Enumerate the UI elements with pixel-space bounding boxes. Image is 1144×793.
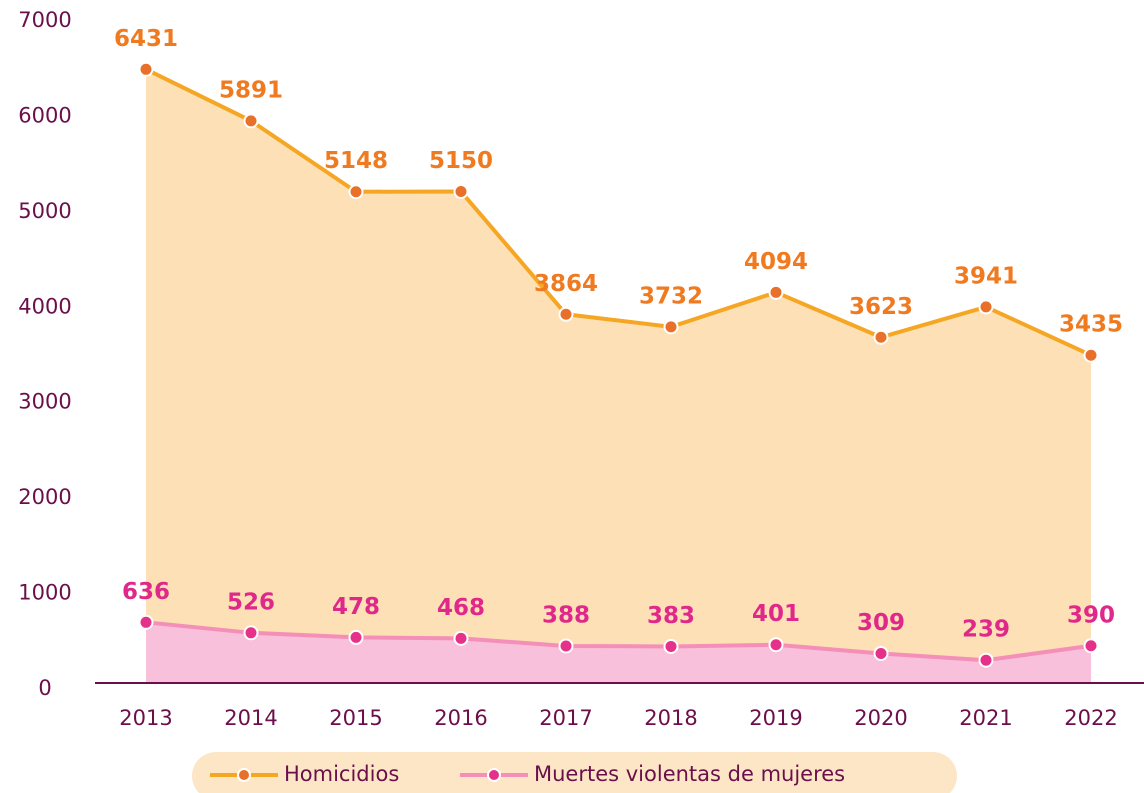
value-label: 401	[752, 601, 800, 627]
value-label: 383	[647, 603, 695, 629]
point	[348, 184, 364, 200]
point	[1083, 638, 1099, 654]
value-label: 388	[542, 602, 590, 628]
x-tick-label: 2017	[539, 706, 592, 730]
value-label: 468	[437, 595, 485, 621]
value-label: 3732	[639, 283, 703, 309]
y-tick-label: 0	[38, 676, 51, 700]
point	[243, 113, 259, 129]
value-label: 3941	[954, 263, 1018, 289]
x-tick-label: 2022	[1064, 706, 1117, 730]
value-label: 526	[227, 589, 275, 615]
y-tick-label: 4000	[18, 294, 71, 318]
y-tick-label: 5000	[18, 199, 71, 223]
legend-label: Homicidios	[284, 762, 399, 786]
point	[978, 299, 994, 315]
point	[768, 284, 784, 300]
value-label: 3623	[849, 294, 913, 320]
legend: Homicidios Muertes violentas de mujeres	[192, 752, 957, 793]
legend-label: Muertes violentas de mujeres	[534, 762, 845, 786]
point	[1083, 347, 1099, 363]
value-label: 4094	[744, 249, 808, 275]
value-label: 239	[962, 617, 1010, 643]
x-tick-label: 2019	[749, 706, 802, 730]
x-tick-label: 2020	[854, 706, 907, 730]
value-label: 309	[857, 610, 905, 636]
point	[873, 329, 889, 345]
legend-marker	[237, 768, 251, 782]
x-tick-label: 2013	[119, 706, 172, 730]
value-label: 636	[122, 579, 170, 605]
line	[145, 620, 1092, 663]
y-tick-label: 2000	[18, 485, 71, 509]
point	[978, 652, 994, 668]
value-label: 5148	[324, 148, 388, 174]
point	[663, 319, 679, 335]
point	[348, 629, 364, 645]
value-label: 478	[332, 594, 380, 620]
value-label: 3864	[534, 271, 598, 297]
point	[558, 306, 574, 322]
value-label: 390	[1067, 602, 1115, 628]
y-tick-label: 7000	[18, 8, 71, 32]
value-label: 6431	[114, 26, 178, 52]
point	[873, 646, 889, 662]
x-tick-label: 2016	[434, 706, 487, 730]
point	[453, 630, 469, 646]
point	[138, 61, 154, 77]
y-tick-label: 3000	[18, 390, 71, 414]
y-tick-label: 1000	[18, 581, 71, 605]
value-label: 5150	[429, 148, 493, 174]
area	[146, 622, 1091, 683]
x-tick-label: 2015	[329, 706, 382, 730]
point	[453, 184, 469, 200]
point	[558, 638, 574, 654]
point	[663, 638, 679, 654]
line	[145, 67, 1092, 358]
legend-box	[192, 752, 957, 793]
x-tick-label: 2018	[644, 706, 697, 730]
point	[768, 637, 784, 653]
y-tick-label: 6000	[18, 103, 71, 127]
x-tick-label: 2021	[959, 706, 1012, 730]
value-label: 3435	[1059, 312, 1123, 338]
area	[146, 69, 1091, 684]
x-tick-label: 2014	[224, 706, 277, 730]
legend-marker	[487, 768, 501, 782]
point	[243, 625, 259, 641]
value-label: 5891	[219, 77, 283, 103]
point	[138, 614, 154, 630]
